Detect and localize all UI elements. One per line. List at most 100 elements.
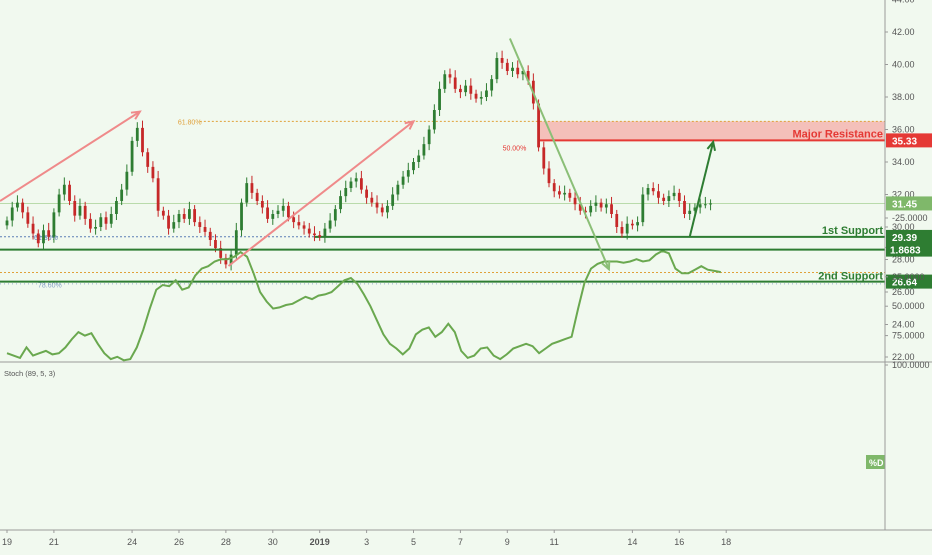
candle-body[interactable] — [500, 58, 504, 63]
candle-body[interactable] — [651, 188, 655, 192]
candle-body[interactable] — [401, 176, 405, 185]
candle-body[interactable] — [156, 178, 160, 211]
candle-body[interactable] — [255, 192, 259, 201]
candle-body[interactable] — [104, 217, 108, 224]
candle-body[interactable] — [683, 201, 686, 214]
candle-body[interactable] — [47, 230, 51, 237]
candle-body[interactable] — [188, 209, 191, 219]
candle-body[interactable] — [406, 170, 410, 177]
candle-body[interactable] — [365, 189, 368, 198]
candle-body[interactable] — [318, 235, 322, 237]
candle-body[interactable] — [83, 205, 87, 219]
candle-body[interactable] — [5, 220, 9, 226]
candle-body[interactable] — [703, 204, 707, 206]
candle-body[interactable] — [625, 223, 629, 234]
candle-body[interactable] — [537, 103, 540, 148]
candle-body[interactable] — [594, 202, 598, 206]
time-axis[interactable]: 19 21 24 26 28 30 2019 3 5 7 9 11 14 16 18 — [2, 530, 731, 547]
candle-body[interactable] — [240, 202, 243, 231]
candle-body[interactable] — [599, 202, 603, 208]
candle-body[interactable] — [125, 171, 129, 190]
candle-body[interactable] — [610, 204, 613, 214]
candle-body[interactable] — [464, 85, 468, 93]
candle-body[interactable] — [297, 222, 301, 226]
candle-body[interactable] — [229, 254, 233, 265]
candle-body[interactable] — [208, 231, 212, 240]
candle-body[interactable] — [21, 202, 25, 213]
candle-body[interactable] — [281, 205, 285, 211]
candle-body[interactable] — [31, 223, 35, 234]
candle-body[interactable] — [333, 209, 337, 221]
candle-body[interactable] — [448, 74, 452, 78]
candle-body[interactable] — [667, 196, 671, 201]
candle-body[interactable] — [547, 168, 551, 184]
candle-body[interactable] — [214, 240, 217, 249]
candle-body[interactable] — [662, 197, 666, 201]
candle-body[interactable] — [604, 204, 608, 208]
candle-body[interactable] — [552, 183, 556, 192]
candle-body[interactable] — [339, 196, 342, 210]
candle-body[interactable] — [677, 192, 681, 201]
candle-body[interactable] — [386, 205, 389, 213]
candle-body[interactable] — [693, 207, 697, 211]
candle-body[interactable] — [563, 192, 567, 195]
candle-body[interactable] — [521, 71, 525, 75]
candle-body[interactable] — [177, 214, 181, 223]
candle-body[interactable] — [36, 233, 40, 244]
candle-body[interactable] — [307, 228, 311, 234]
candle-body[interactable] — [526, 71, 530, 81]
candle-body[interactable] — [516, 67, 520, 75]
candle-body[interactable] — [391, 194, 395, 206]
candle-body[interactable] — [688, 210, 692, 214]
candle-body[interactable] — [349, 181, 353, 189]
candle-body[interactable] — [511, 67, 514, 71]
stoch-pane[interactable]: %D — [0, 248, 885, 469]
candle-body[interactable] — [287, 205, 290, 218]
candle-body[interactable] — [672, 192, 676, 197]
candle-body[interactable] — [359, 178, 363, 190]
candle-body[interactable] — [354, 178, 358, 182]
candle-body[interactable] — [620, 227, 624, 234]
candle-body[interactable] — [422, 144, 426, 156]
candle-body[interactable] — [432, 110, 436, 130]
candle-body[interactable] — [151, 166, 155, 179]
candle-body[interactable] — [380, 207, 384, 213]
candle-body[interactable] — [328, 220, 332, 229]
candle-body[interactable] — [52, 212, 56, 237]
candle-body[interactable] — [542, 147, 546, 169]
candle-body[interactable] — [427, 129, 431, 145]
candle-body[interactable] — [26, 212, 30, 224]
candle-body[interactable] — [584, 210, 587, 213]
candle-body[interactable] — [344, 188, 348, 197]
stoch-axis[interactable]: 100.000075.000050.000025.00000.0000-25.0… — [885, 213, 932, 370]
candle-body[interactable] — [495, 58, 499, 80]
candle-body[interactable] — [42, 230, 45, 244]
candle-body[interactable] — [115, 201, 118, 214]
candle-body[interactable] — [709, 203, 712, 205]
candle-body[interactable] — [558, 191, 561, 195]
price-pane[interactable]: 61.80% 50.00% 61.80% 78.60% — [0, 50, 885, 290]
candle-body[interactable] — [120, 189, 124, 201]
candle-body[interactable] — [323, 228, 327, 237]
candle-body[interactable] — [182, 214, 186, 219]
candle-body[interactable] — [636, 222, 639, 226]
candle-body[interactable] — [630, 223, 634, 226]
candle-body[interactable] — [568, 192, 572, 198]
stoch-line[interactable] — [6, 249, 721, 362]
candle-body[interactable] — [469, 85, 473, 94]
candle-body[interactable] — [438, 88, 441, 110]
candle-body[interactable] — [453, 77, 457, 89]
candle-body[interactable] — [459, 88, 462, 93]
candle-body[interactable] — [302, 225, 306, 229]
candle-body[interactable] — [417, 155, 421, 163]
candle-body[interactable] — [485, 90, 488, 98]
candle-body[interactable] — [646, 188, 650, 195]
candle-body[interactable] — [135, 127, 139, 141]
candle-body[interactable] — [412, 162, 415, 171]
candle-body[interactable] — [172, 222, 176, 229]
candle-body[interactable] — [203, 227, 207, 232]
candle-body[interactable] — [130, 140, 134, 172]
candle-body[interactable] — [224, 257, 228, 265]
